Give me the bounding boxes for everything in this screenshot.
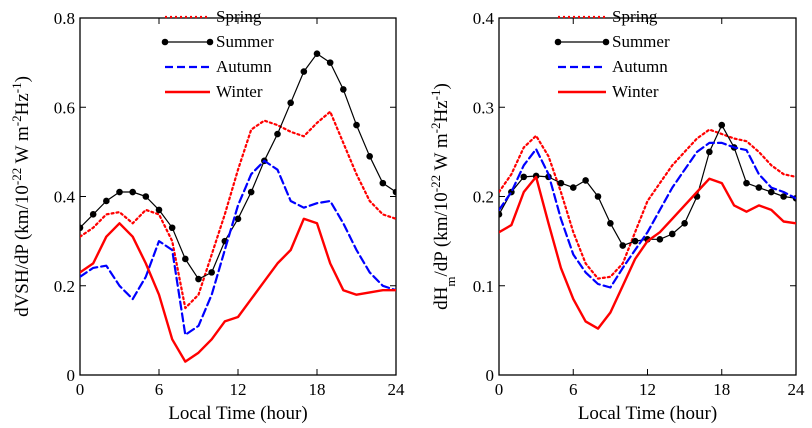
- data-point-summer: [103, 197, 110, 205]
- data-point-summer: [668, 230, 676, 238]
- data-point-summer: [631, 237, 639, 245]
- data-point-summer: [116, 188, 123, 196]
- y-tick-label: 0.6: [54, 98, 75, 117]
- legend: Spring Summer Autumn Winter: [161, 7, 274, 101]
- data-point-summer: [366, 153, 373, 160]
- data-point-summer: [142, 193, 150, 200]
- legend-marker: [602, 38, 610, 46]
- data-point-summer: [520, 173, 528, 181]
- data-point-summer: [392, 188, 396, 196]
- y-axis-label: dVSH/dP (km/10-22 W m-2Hz-1): [9, 76, 34, 317]
- y-tick-label: 0.4: [473, 9, 495, 28]
- x-tick-label: 6: [155, 380, 164, 399]
- data-point-summer: [234, 215, 242, 223]
- data-point-summer: [300, 68, 308, 75]
- legend: Spring Summer Autumn Winter: [554, 7, 670, 101]
- data-point-summer: [681, 219, 688, 227]
- y-tick-label: 0.2: [473, 188, 494, 207]
- data-point-summer: [89, 211, 97, 218]
- data-point-summer: [743, 179, 750, 187]
- x-tick-label: 6: [569, 380, 578, 399]
- data-point-summer: [706, 148, 713, 156]
- legend-label-spring: Spring: [216, 7, 262, 26]
- data-point-summer: [656, 236, 664, 243]
- y-tick-label: 0.4: [54, 188, 76, 207]
- series-line-winter: [80, 217, 396, 363]
- legend-marker: [554, 38, 562, 46]
- series-line-autumn: [80, 159, 396, 336]
- data-point-summer: [569, 184, 577, 191]
- y-tick-label: 0.3: [473, 98, 494, 117]
- series-line-autumn: [499, 141, 796, 289]
- x-tick-label: 0: [76, 380, 85, 399]
- x-tick-label: 18: [309, 380, 326, 399]
- y-tick-label: 0: [486, 366, 495, 385]
- legend-label-autumn: Autumn: [612, 57, 668, 76]
- series-line-winter: [499, 175, 796, 330]
- data-point-summer: [168, 224, 176, 232]
- legend-marker: [206, 38, 214, 46]
- x-tick-label: 0: [495, 380, 504, 399]
- y-tick-label: 0.2: [54, 277, 75, 296]
- data-point-summer: [182, 255, 189, 263]
- x-axis-label: Local Time (hour): [168, 403, 307, 424]
- series-line-spring: [499, 128, 796, 280]
- legend-marker: [161, 38, 169, 46]
- data-point-summer: [607, 219, 614, 227]
- data-point-summer: [247, 188, 255, 196]
- y-axis-label: dHm/dP (km/10-22 W m-2Hz-1): [428, 83, 458, 310]
- data-point-summer: [208, 269, 215, 276]
- data-point-summer: [353, 121, 360, 129]
- data-point-summer: [557, 179, 565, 187]
- data-point-summer: [80, 224, 84, 232]
- series-group: [499, 121, 796, 330]
- y-tick-label: 0.1: [473, 277, 494, 296]
- panel-left-chart: 0 6 12 18 24 0 0.2 0.4 0.6 0.8 Local Time (hour) dV…: [9, 7, 406, 424]
- y-tick-label: 0.8: [54, 9, 75, 28]
- data-point-summer: [313, 50, 321, 57]
- data-point-summer: [594, 193, 602, 200]
- series-group: [80, 50, 396, 363]
- x-tick-label: 18: [713, 380, 730, 399]
- x-tick-label: 12: [639, 380, 656, 399]
- data-point-summer: [499, 211, 503, 218]
- panel-right-chart: 0 6 12 18 24 0 0.1 0.2 0.3 0.4 Local Time (hour) dH…: [428, 7, 806, 424]
- x-tick-label: 12: [230, 380, 247, 399]
- data-point-summer: [340, 86, 347, 93]
- legend-label-summer: Summer: [216, 32, 274, 51]
- data-point-summer: [287, 99, 294, 107]
- data-point-summer: [274, 130, 281, 138]
- x-tick-label: 24: [388, 380, 406, 399]
- data-point-summer: [155, 206, 163, 214]
- data-point-summer: [129, 188, 136, 196]
- data-point-summer: [780, 193, 787, 200]
- data-point-summer: [379, 179, 387, 187]
- legend-label-winter: Winter: [216, 82, 263, 101]
- series-line-summer: [499, 124, 796, 247]
- series-line-spring: [80, 110, 396, 310]
- data-point-summer: [767, 188, 775, 196]
- legend-label-summer: Summer: [612, 32, 670, 51]
- legend-label-spring: Spring: [612, 7, 658, 26]
- data-point-summer: [326, 59, 334, 66]
- data-point-summer: [755, 184, 763, 191]
- legend-label-autumn: Autumn: [216, 57, 272, 76]
- data-point-summer: [195, 275, 202, 283]
- x-tick-label: 24: [788, 380, 806, 399]
- x-axis-label: Local Time (hour): [578, 403, 717, 424]
- y-tick-label: 0: [67, 366, 76, 385]
- legend-label-winter: Winter: [612, 82, 659, 101]
- data-point-summer: [582, 177, 589, 184]
- data-point-summer: [718, 121, 726, 129]
- data-point-summer: [619, 242, 627, 249]
